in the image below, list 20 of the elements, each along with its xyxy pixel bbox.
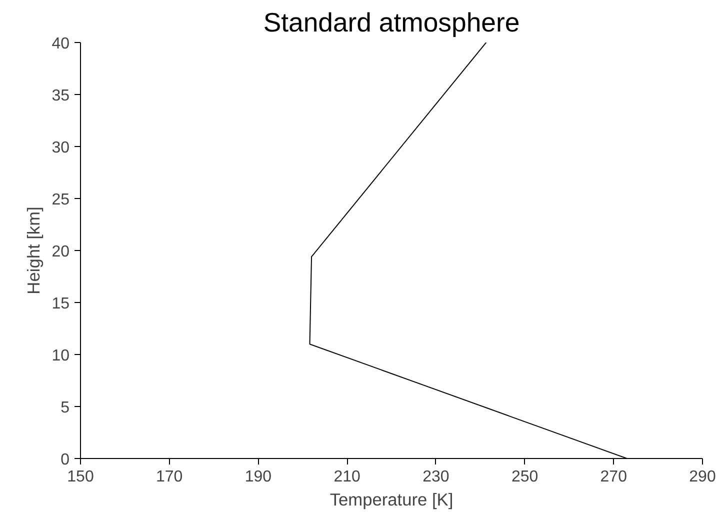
x-tick-label: 270	[600, 468, 628, 486]
x-tick-label: 170	[156, 468, 183, 486]
x-tick-label: 150	[67, 468, 94, 486]
y-axis-title: Height [km]	[24, 206, 44, 294]
y-tick-label: 10	[52, 348, 70, 364]
x-tick-label: 230	[422, 468, 450, 486]
y-tick-label: 30	[52, 140, 70, 156]
x-axis-title: Temperature [K]	[330, 490, 454, 510]
y-tick-label: 40	[52, 36, 70, 52]
y-tick-label: 35	[52, 88, 70, 104]
y-tick-label: 0	[60, 452, 70, 468]
x-tick-label: 210	[334, 468, 361, 486]
y-tick-label: 20	[52, 244, 70, 260]
y-tick-label: 15	[52, 296, 70, 312]
x-tick-label: 290	[689, 468, 716, 486]
chart-title: Standard atmosphere	[263, 8, 520, 38]
y-tick-label: 25	[52, 192, 70, 208]
x-tick-label: 250	[511, 468, 538, 486]
x-tick-label: 190	[244, 468, 272, 486]
y-tick-label: 5	[60, 400, 70, 416]
